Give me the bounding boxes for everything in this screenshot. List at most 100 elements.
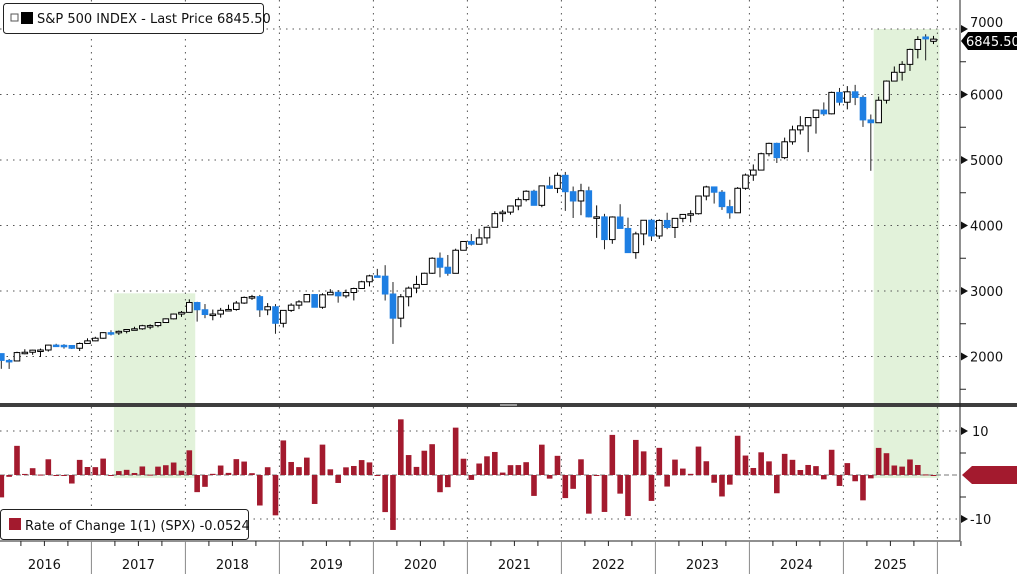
- roc-bar: [633, 439, 639, 475]
- candle: [891, 66, 898, 82]
- roc-bar: [484, 456, 490, 475]
- candle: [804, 117, 812, 153]
- candle-body: [154, 322, 162, 327]
- roc-bar: [891, 465, 898, 475]
- candle: [68, 344, 76, 350]
- candle: [436, 252, 444, 278]
- price-candles: [0, 34, 937, 369]
- candle: [593, 205, 600, 238]
- candle-body: [233, 302, 240, 310]
- candle: [366, 274, 373, 287]
- roc-bar: [875, 447, 882, 475]
- year-label: 2020: [404, 558, 437, 573]
- roc-bar: [413, 466, 420, 475]
- splitter-grip-icon[interactable]: [500, 404, 517, 406]
- roc-bar: [131, 472, 138, 475]
- roc-bar: [578, 459, 584, 475]
- candle: [906, 48, 914, 71]
- candle-body: [240, 296, 248, 304]
- roc-bar: [186, 450, 193, 475]
- candle-body: [836, 91, 843, 103]
- candle: [413, 275, 420, 294]
- roc-bar: [249, 473, 255, 475]
- roc-legend-label: Rate of Change 1(1) (SPX): [25, 519, 195, 534]
- candle: [287, 303, 295, 312]
- candle-body: [616, 216, 624, 229]
- roc-bar: [84, 466, 91, 475]
- candle-body: [287, 304, 295, 311]
- candle: [295, 300, 303, 310]
- tick-marker-icon: [961, 221, 968, 230]
- candle-body: [828, 91, 835, 115]
- roc-bar: [546, 475, 553, 479]
- year-label: 2023: [686, 558, 719, 573]
- candle: [530, 189, 538, 206]
- roc-bar: [6, 475, 12, 477]
- roc-bar: [742, 455, 749, 475]
- candle: [225, 304, 232, 312]
- roc-bar: [899, 466, 905, 475]
- roc-bar: [492, 451, 498, 475]
- roc-bar: [664, 475, 670, 487]
- candle-body: [311, 294, 318, 308]
- roc-bar: [922, 474, 929, 476]
- candle-body: [76, 342, 83, 349]
- roc-bar: [202, 475, 208, 487]
- roc-legend[interactable]: Rate of Change 1(1) (SPX) -0.0524: [0, 509, 250, 540]
- candle-body: [248, 296, 256, 299]
- candle-body: [789, 129, 796, 143]
- candle-body: [45, 344, 52, 351]
- candle: [844, 86, 851, 110]
- candle-body: [107, 332, 115, 335]
- candle: [99, 332, 107, 339]
- candle-body: [68, 344, 76, 349]
- candle: [5, 358, 13, 369]
- candle: [13, 351, 21, 362]
- candle-body: [726, 206, 734, 214]
- candle: [616, 204, 624, 229]
- candle-body: [225, 308, 232, 312]
- year-label: 2024: [780, 558, 813, 573]
- roc-bar: [915, 465, 921, 475]
- candle: [76, 342, 83, 351]
- candle: [781, 137, 788, 160]
- candle-body: [906, 48, 914, 65]
- candle-body: [468, 240, 475, 245]
- roc-bar: [92, 467, 99, 475]
- candle-body: [491, 213, 499, 228]
- candle: [319, 293, 326, 309]
- candle-body: [123, 329, 130, 332]
- candle-body: [201, 309, 209, 316]
- candle: [875, 96, 882, 124]
- roc-bar: [225, 472, 232, 475]
- candle-body: [381, 275, 389, 295]
- roc-bar: [139, 466, 146, 475]
- roc-bar: [37, 474, 44, 476]
- candle: [154, 322, 162, 328]
- price-legend[interactable]: S&P 500 INDEX - Last Price 6845.50: [3, 3, 271, 34]
- tick-marker-icon: [961, 156, 968, 164]
- roc-bar: [828, 449, 835, 475]
- roc-bar: [311, 475, 318, 504]
- roc-bar: [155, 466, 161, 475]
- candle: [757, 152, 765, 171]
- svg-text:Rate of Change 1(1) (SPX) -0.0: Rate of Change 1(1) (SPX) -0.0524: [25, 519, 250, 534]
- candle: [554, 172, 561, 194]
- roc-bar: [711, 475, 717, 483]
- candle-body: [327, 291, 334, 296]
- candle-body: [546, 185, 553, 189]
- candle-body: [624, 227, 632, 254]
- roc-bar: [640, 451, 647, 475]
- candle-body: [366, 275, 373, 283]
- candle: [883, 80, 890, 104]
- candle: [248, 294, 256, 300]
- candle-body: [812, 109, 820, 119]
- roc-bar: [382, 475, 388, 513]
- svg-text:S&P 500 INDEX - Last Price 684: S&P 500 INDEX - Last Price 6845.50: [37, 12, 271, 27]
- expand-icon[interactable]: [10, 13, 19, 22]
- candle: [820, 102, 828, 116]
- candle-body: [350, 288, 358, 294]
- roc-bar: [797, 470, 804, 475]
- y-tick-label: 2000: [970, 351, 1003, 366]
- roc-bar: [687, 473, 694, 475]
